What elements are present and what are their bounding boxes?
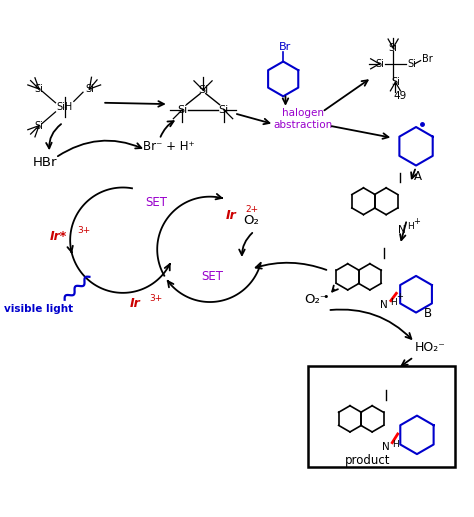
Text: +: + (413, 217, 420, 226)
Text: HO₂⁻: HO₂⁻ (414, 341, 445, 354)
Text: Br: Br (422, 54, 433, 64)
Text: 2+: 2+ (246, 205, 258, 214)
Text: H: H (390, 297, 397, 307)
Text: 49: 49 (393, 91, 407, 101)
Text: H: H (392, 439, 399, 449)
Text: SiH: SiH (56, 102, 73, 112)
Text: A: A (414, 170, 422, 183)
Text: Si: Si (407, 59, 416, 69)
Text: 3+: 3+ (78, 225, 91, 235)
Text: Br: Br (279, 42, 291, 52)
Text: HBr: HBr (33, 156, 57, 169)
Text: Si: Si (391, 77, 400, 87)
Text: visible light: visible light (4, 304, 73, 314)
Text: •: • (322, 292, 328, 301)
Text: Br⁻ + H⁺: Br⁻ + H⁺ (143, 140, 194, 153)
Text: Si: Si (85, 84, 94, 94)
Text: 3+: 3+ (149, 294, 163, 303)
Text: Si: Si (35, 120, 44, 131)
Text: O₂: O₂ (243, 214, 259, 227)
Text: SET: SET (145, 196, 167, 209)
Text: Si: Si (219, 104, 229, 115)
Text: H: H (407, 222, 414, 231)
Text: SET: SET (201, 270, 224, 283)
Text: N: N (398, 225, 405, 235)
FancyBboxPatch shape (309, 366, 455, 467)
Text: Si: Si (375, 59, 384, 69)
Text: Si: Si (35, 84, 44, 94)
Text: Ir: Ir (129, 297, 140, 310)
Text: N: N (383, 442, 390, 452)
Text: Si: Si (389, 43, 398, 53)
Text: Si: Si (198, 85, 208, 95)
Text: B: B (424, 307, 432, 320)
Text: product: product (345, 454, 391, 467)
Text: Ir: Ir (226, 208, 236, 222)
Text: Ir*: Ir* (49, 230, 66, 243)
Text: N: N (380, 300, 388, 310)
Text: halogen
abstraction: halogen abstraction (273, 108, 333, 130)
Text: Si: Si (177, 104, 188, 115)
Text: +: + (397, 293, 403, 301)
Text: O₂⁻: O₂⁻ (304, 293, 327, 306)
